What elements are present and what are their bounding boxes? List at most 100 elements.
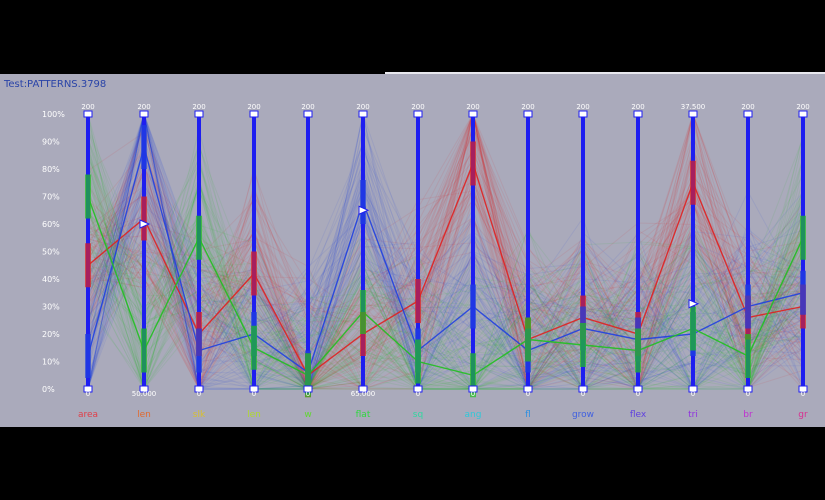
axis-top-handle[interactable] — [249, 110, 259, 118]
axis-top-handle[interactable] — [688, 110, 698, 118]
data-line — [87, 113, 804, 390]
data-line — [87, 137, 804, 390]
data-line — [87, 143, 804, 391]
axis-top-handle[interactable] — [633, 110, 643, 118]
chart-panel — [0, 74, 825, 427]
data-line — [87, 211, 804, 390]
data-line — [87, 131, 804, 391]
axis-bar[interactable] — [361, 114, 365, 389]
axis-top-handle[interactable] — [413, 110, 423, 118]
data-line — [87, 187, 804, 391]
axis-bar[interactable] — [416, 114, 420, 389]
data-line — [87, 163, 804, 382]
data-line — [87, 143, 804, 391]
data-line — [87, 129, 804, 391]
axis-range-box — [745, 334, 751, 378]
axis-range-box — [800, 215, 806, 260]
axis-bottom-handle[interactable] — [633, 385, 643, 393]
data-line — [87, 168, 804, 391]
axis-name-label: slk — [193, 410, 206, 420]
axis-min-label: 50.000 — [132, 390, 157, 398]
axis-top-handle[interactable] — [798, 110, 808, 118]
data-line — [87, 228, 804, 391]
axis-bottom-handle[interactable] — [523, 385, 533, 393]
axis-top-handle[interactable] — [358, 110, 368, 118]
data-line — [87, 149, 804, 391]
axis-range-box — [690, 160, 696, 205]
axis-top-handle[interactable] — [139, 110, 149, 118]
axis-max-label: 200 — [301, 103, 314, 111]
y-tick-label: 50% — [42, 248, 60, 257]
axis-bottom-handle[interactable] — [139, 385, 149, 393]
axis-bar[interactable] — [636, 114, 640, 389]
y-tick-label: 80% — [42, 165, 60, 174]
axis-top-handle[interactable] — [303, 110, 313, 118]
axis-max-label: 200 — [356, 103, 369, 111]
axis-max-label: 200 — [411, 103, 424, 111]
axis-range-box — [470, 141, 476, 186]
axis-bar[interactable] — [142, 114, 146, 389]
axis-top-handle[interactable] — [578, 110, 588, 118]
axis-brush-marker[interactable] — [139, 219, 151, 229]
axis-bar[interactable] — [691, 114, 695, 389]
axis-bottom-handle[interactable] — [303, 385, 313, 393]
axis-brush-marker[interactable] — [358, 205, 370, 216]
data-line — [87, 125, 804, 380]
axis-max-label: 200 — [796, 103, 809, 111]
axis-bar[interactable] — [306, 114, 310, 389]
y-tick-label: 70% — [42, 193, 60, 202]
data-line — [87, 191, 804, 391]
data-line — [87, 113, 804, 391]
data-line — [87, 144, 804, 390]
axis-bottom-handle[interactable] — [413, 385, 423, 393]
y-tick-label: 0% — [42, 385, 55, 394]
data-line — [87, 142, 804, 390]
y-tick-label: 40% — [42, 275, 60, 284]
axis-top-handle[interactable] — [743, 110, 753, 118]
data-line — [87, 148, 804, 390]
data-line — [87, 112, 804, 391]
axis-bottom-handle[interactable] — [83, 385, 93, 393]
axis-top-handle[interactable] — [468, 110, 478, 118]
axis-top-handle[interactable] — [194, 110, 204, 118]
axis-bottom-handle[interactable] — [578, 385, 588, 393]
axis-bottom-handle[interactable] — [468, 385, 478, 393]
data-line — [87, 179, 804, 390]
data-line — [87, 113, 804, 390]
data-line — [87, 112, 804, 390]
data-line — [87, 113, 804, 390]
axis-bottom-handle[interactable] — [743, 385, 753, 393]
data-line — [87, 163, 804, 391]
axis-name-label: flex — [630, 410, 647, 420]
data-line — [87, 157, 804, 390]
axis-brush-marker[interactable] — [688, 298, 700, 309]
axis-bar[interactable] — [746, 114, 750, 389]
axis-bottom-handle[interactable] — [798, 385, 808, 393]
data-line — [87, 116, 804, 391]
axis-bottom-handle[interactable] — [194, 385, 204, 393]
data-line — [87, 194, 804, 390]
axis-top-handle[interactable] — [83, 110, 93, 118]
data-line — [87, 112, 804, 391]
data-line — [87, 112, 804, 391]
axis-top-handle[interactable] — [523, 110, 533, 118]
data-line — [87, 126, 804, 391]
axis-range-box — [470, 353, 476, 398]
axis-bottom-handle[interactable] — [249, 385, 259, 393]
data-line — [87, 133, 804, 390]
data-line — [87, 189, 804, 390]
axis-range-box — [415, 279, 421, 323]
data-line — [87, 188, 804, 390]
data-line — [87, 158, 804, 390]
data-line — [87, 123, 804, 391]
data-line — [87, 224, 804, 390]
data-line — [87, 140, 804, 391]
data-line — [87, 180, 804, 391]
data-line — [87, 147, 804, 390]
axis-bottom-handle[interactable] — [688, 385, 698, 393]
axis-bar[interactable] — [471, 114, 475, 389]
axis-bottom-handle[interactable] — [358, 385, 368, 393]
axis-bar[interactable] — [526, 114, 530, 389]
data-line — [87, 167, 804, 391]
axis-bar[interactable] — [581, 114, 585, 389]
